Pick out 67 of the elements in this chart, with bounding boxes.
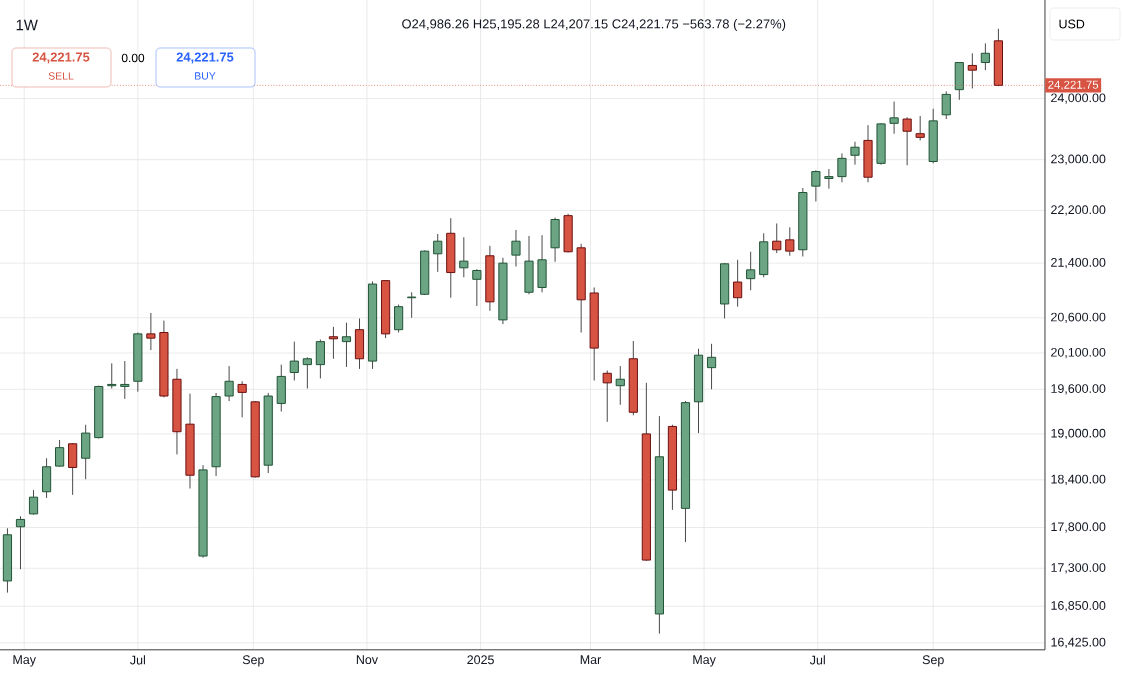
x-tick-label: Nov bbox=[356, 655, 378, 665]
y-tick-label: 23,000.00 bbox=[1051, 154, 1106, 165]
candlestick bbox=[407, 291, 417, 319]
x-tick-label: Jul bbox=[809, 655, 825, 665]
candlestick bbox=[746, 251, 756, 291]
candlestick bbox=[341, 322, 352, 368]
y-tick-label: 16,425.00 bbox=[1051, 637, 1106, 649]
candlestick bbox=[915, 115, 925, 141]
candlestick bbox=[941, 90, 951, 120]
candlestick bbox=[902, 116, 912, 166]
y-tick-label: 16,850.00 bbox=[1051, 601, 1106, 612]
annotation: 24,221.75 bbox=[32, 52, 90, 64]
candlestick bbox=[394, 304, 404, 333]
candlestick bbox=[328, 326, 339, 360]
candlestick bbox=[302, 356, 312, 390]
annotation: BUY bbox=[195, 72, 216, 80]
candlestick bbox=[28, 489, 39, 516]
y-tick-label: 24,000.00 bbox=[1051, 93, 1106, 104]
candlestick bbox=[55, 439, 65, 468]
candlestick bbox=[837, 152, 847, 183]
candlestick bbox=[772, 222, 782, 254]
y-tick-label: 21,400.00 bbox=[1051, 257, 1106, 269]
candlestick bbox=[15, 515, 26, 570]
candlestick bbox=[315, 339, 325, 379]
candlestick bbox=[146, 312, 156, 351]
annotation: 24,221.75 bbox=[176, 52, 234, 64]
x-tick-label: Mar bbox=[580, 655, 601, 665]
x-tick-label: Sep bbox=[242, 655, 264, 667]
candlestick bbox=[850, 141, 860, 166]
y-tick-label: 18,400.00 bbox=[1051, 474, 1106, 486]
candlestick bbox=[289, 341, 299, 381]
x-tick-label: 2025 bbox=[467, 655, 494, 665]
candlestick bbox=[511, 229, 521, 268]
candlestick bbox=[602, 369, 612, 423]
candlestick bbox=[615, 365, 625, 406]
ref-line-label: 24,221.75 bbox=[1048, 80, 1099, 91]
candlestick bbox=[733, 259, 743, 308]
candlestick bbox=[824, 168, 834, 190]
x-tick-label: May bbox=[693, 655, 716, 667]
text: 1W bbox=[16, 19, 38, 31]
candlestick bbox=[980, 42, 990, 71]
candlestick bbox=[224, 365, 234, 402]
y-tick-label: 19,000.00 bbox=[1051, 428, 1106, 440]
y-tick-label: 22,200.00 bbox=[1051, 205, 1106, 216]
y-tick-label: 19,600.00 bbox=[1051, 384, 1106, 395]
annotation: SELL bbox=[48, 72, 74, 80]
candlestick bbox=[433, 233, 443, 273]
candlestick bbox=[472, 268, 482, 307]
y-tick-label: 17,800.00 bbox=[1051, 522, 1106, 533]
candlestick bbox=[785, 226, 795, 257]
y-tick-label: 17,300.00 bbox=[1051, 563, 1106, 574]
candlestick bbox=[811, 169, 821, 202]
annotation: 0.00 bbox=[121, 53, 145, 63]
candlestick bbox=[107, 362, 117, 390]
candlestick bbox=[459, 236, 469, 278]
text: USD bbox=[1059, 19, 1085, 29]
candlestick bbox=[706, 343, 717, 390]
x-tick-label: May bbox=[13, 655, 36, 667]
candlestick bbox=[68, 442, 78, 496]
candlestick bbox=[237, 380, 247, 418]
x-tick-label: Sep bbox=[922, 655, 944, 667]
y-tick-label: 20,600.00 bbox=[1051, 312, 1106, 323]
candlestick bbox=[120, 360, 130, 400]
candlestick bbox=[889, 101, 899, 135]
y-tick-label: 20,100.00 bbox=[1051, 347, 1106, 359]
annotation: O24,986.26 H25,195.28 L24,207.15 C24,221.75 −563.78 (−2.27%) bbox=[402, 18, 786, 32]
x-tick-label: Jul bbox=[130, 655, 145, 665]
